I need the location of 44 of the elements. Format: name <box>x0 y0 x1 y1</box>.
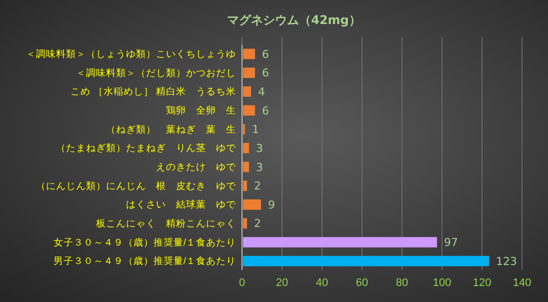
bar <box>243 68 255 78</box>
data-label: 97 <box>444 236 458 250</box>
bar <box>243 162 249 172</box>
data-label: 1 <box>252 123 259 136</box>
bar <box>243 105 255 116</box>
data-label: 6 <box>262 104 269 118</box>
bar <box>243 199 261 210</box>
x-tick-label: 140 <box>512 276 532 289</box>
y-tick-label: 板こんにゃく 精粉こんにゃく <box>95 217 236 230</box>
bar <box>243 180 247 191</box>
y-tick-label: はくさい 結球葉 ゆで <box>126 198 237 211</box>
x-tick-label: 0 <box>238 276 246 289</box>
y-tick-label: 鶏卵 全卵 生 <box>166 104 236 116</box>
data-label: 2 <box>254 180 261 193</box>
data-label: 3 <box>256 160 263 174</box>
bar <box>243 218 247 229</box>
data-label: 2 <box>254 217 261 230</box>
y-tick-label: （たまねぎ類）たまねぎ りん茎 ゆで <box>56 142 237 154</box>
bar <box>243 237 437 248</box>
x-tick-label: 120 <box>472 276 492 289</box>
x-tick-label: 80 <box>396 276 408 289</box>
bar <box>243 48 255 60</box>
chart-title: マグネシウム（42mg） <box>227 13 361 27</box>
data-label: 123 <box>496 254 517 268</box>
y-tick-label: （にんじん類）にんじん 根 皮むき ゆで <box>36 180 237 192</box>
y-tick-label: えのきたけ ゆで <box>156 162 237 173</box>
x-tick-label: 100 <box>432 276 452 289</box>
bar <box>243 256 489 266</box>
x-tick-label: 60 <box>356 276 368 289</box>
y-tick-label: ＜調味料類＞（だし類）かつおだし <box>76 66 236 79</box>
y-tick-label: 男子３０～４９（歳）推奨量/１食あたり <box>53 255 236 268</box>
x-tick-label: 20 <box>276 276 288 289</box>
bar <box>243 86 251 97</box>
y-tick-label: 女子３０～４９（歳）推奨量/１食あたり <box>53 236 236 248</box>
data-label: 6 <box>262 48 269 61</box>
data-label: 4 <box>258 85 265 98</box>
y-tick-label: ＜調味料類＞（しょうゆ類）こいくちしょうゆ <box>26 48 236 60</box>
bar <box>243 142 249 154</box>
x-tick-label: 40 <box>316 276 328 289</box>
data-label: 3 <box>256 142 263 155</box>
y-tick-label: こめ ［水稲めし］ 精白米 うるち米 <box>70 86 236 98</box>
y-tick-label: （ねぎ類） 葉ねぎ 葉 生 <box>106 123 236 136</box>
data-label: 6 <box>262 66 269 80</box>
data-label: 9 <box>268 198 275 212</box>
